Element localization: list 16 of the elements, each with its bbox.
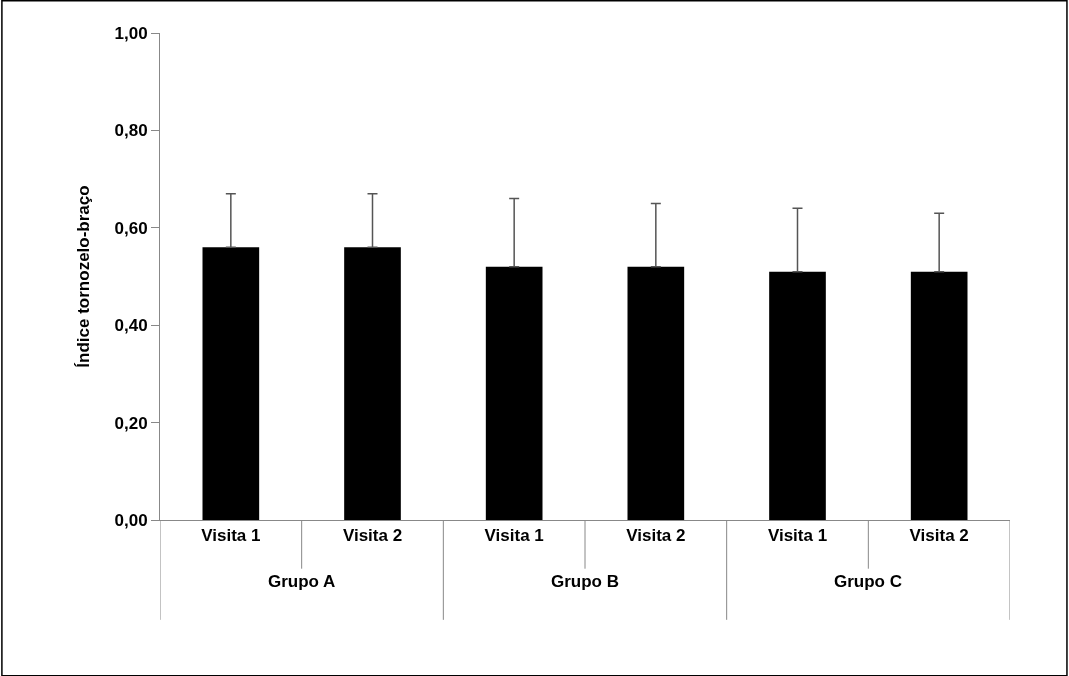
y-tick-label: 0,80: [114, 121, 148, 141]
text: Grupo A: [268, 572, 336, 591]
text: Grupo C: [834, 572, 902, 591]
x-tick-label: Visita 1: [201, 526, 261, 546]
x-tick-label: Visita 1: [767, 526, 828, 546]
x-tick-label: Visita 1: [484, 526, 544, 546]
x-tick-label: Visita 2: [626, 526, 686, 546]
x-tick-label: Visita 2: [342, 526, 403, 546]
x-tick-label: Visita 2: [909, 526, 969, 546]
text: Grupo B: [551, 572, 619, 591]
y-axis-title: Índice tornozelo-braço: [74, 185, 94, 368]
y-tick-label: 0,60: [114, 218, 148, 238]
y-tick-label: 0,00: [114, 510, 148, 530]
y-tick-label: 1,00: [114, 23, 148, 43]
y-tick-label: 0,40: [114, 316, 148, 336]
y-tick-label: 0,20: [114, 413, 148, 433]
